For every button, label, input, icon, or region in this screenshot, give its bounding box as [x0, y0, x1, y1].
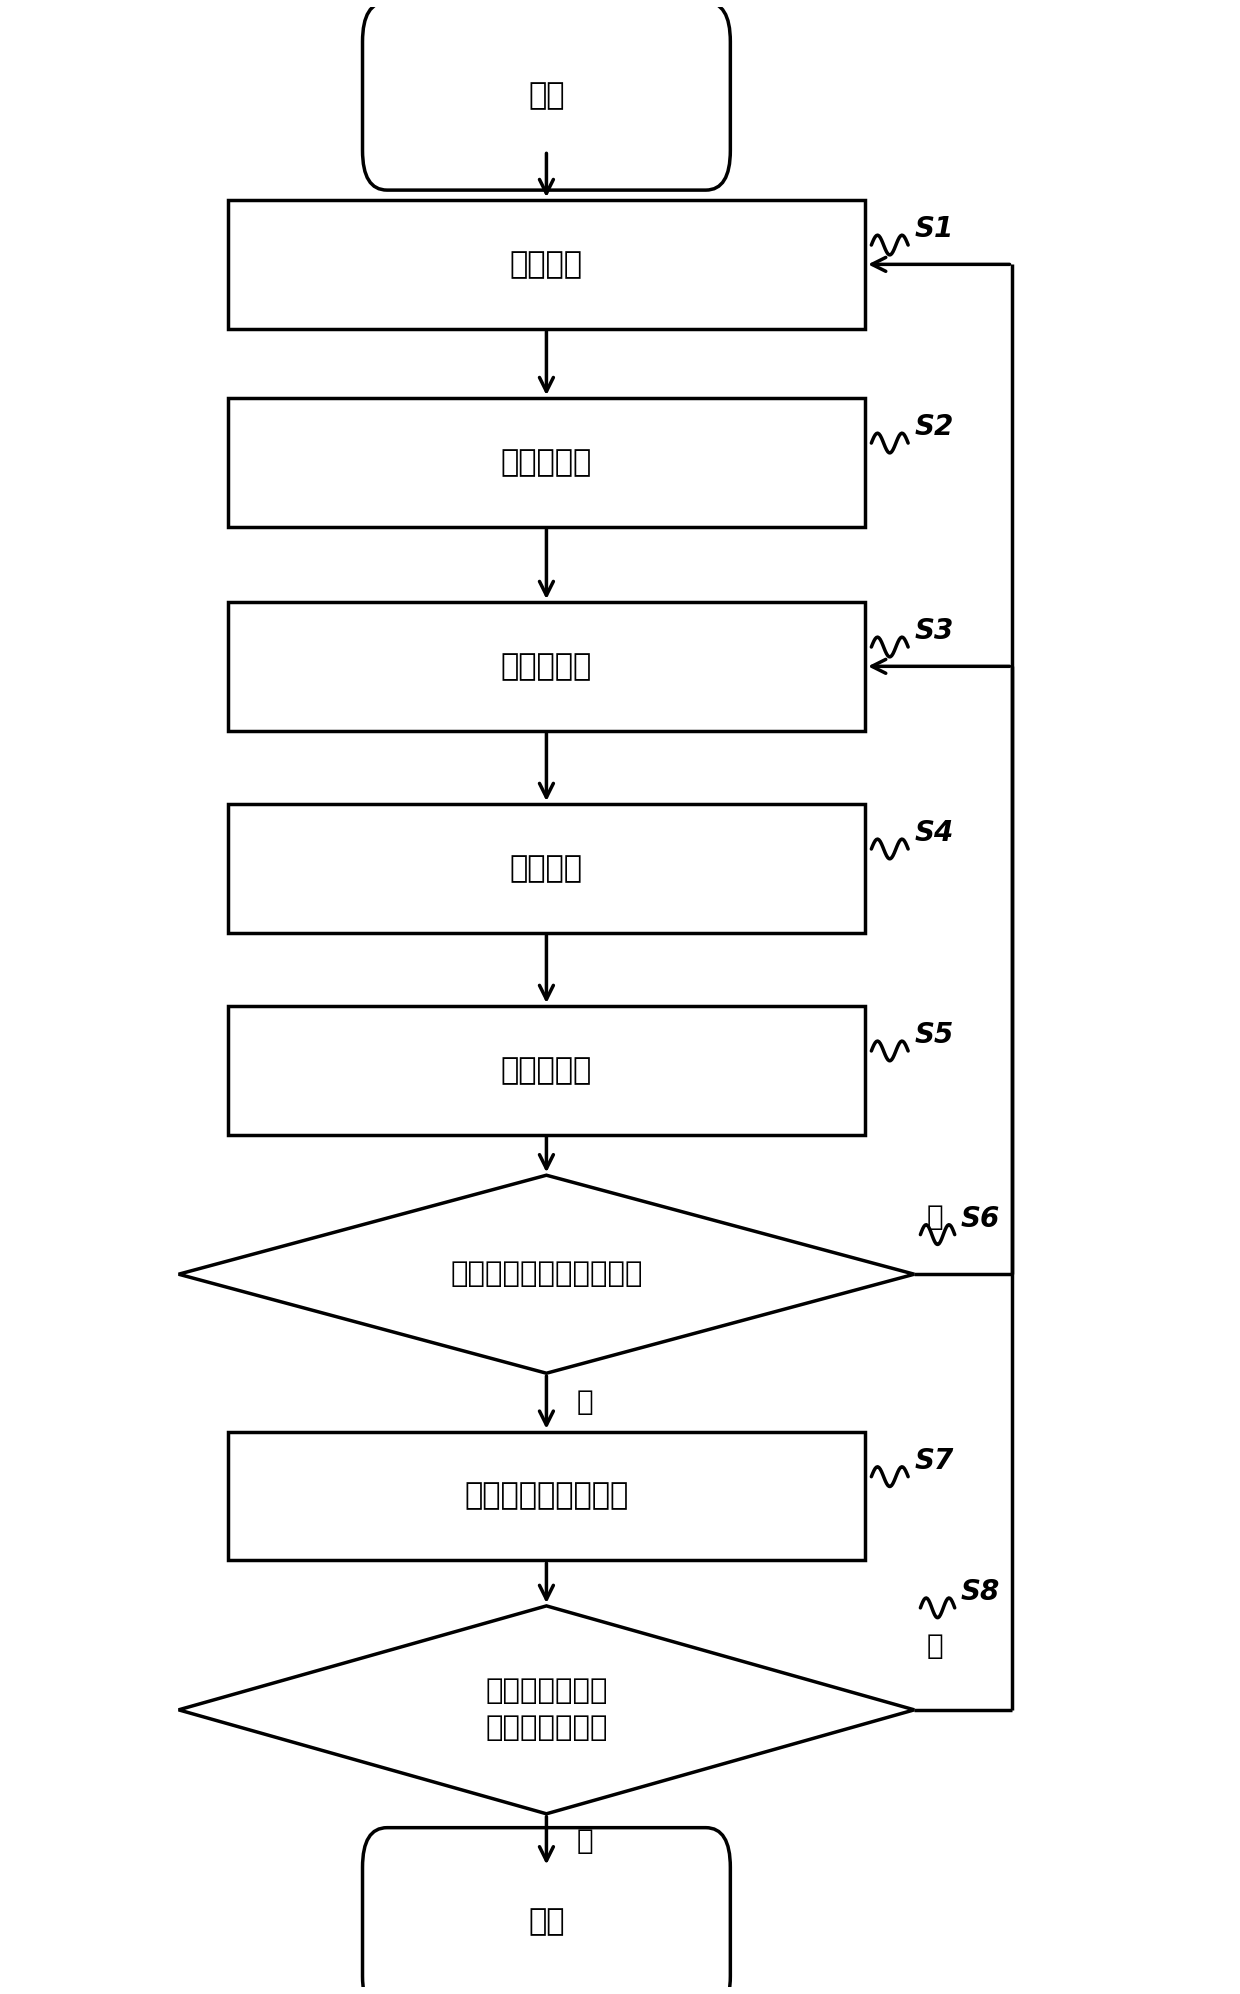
- Text: 否: 否: [577, 1827, 594, 1854]
- Text: S7: S7: [914, 1448, 954, 1476]
- Text: 测定偏心量: 测定偏心量: [501, 1055, 591, 1085]
- Text: 将透镜固定于镜筒内: 将透镜固定于镜筒内: [464, 1482, 629, 1511]
- Text: S3: S3: [914, 618, 954, 646]
- Text: 存在应该放置的
下一个透镜吗？: 存在应该放置的 下一个透镜吗？: [485, 1677, 608, 1743]
- FancyBboxPatch shape: [228, 804, 866, 933]
- Text: S4: S4: [914, 820, 954, 847]
- Text: 否: 否: [926, 1202, 944, 1230]
- Text: S2: S2: [914, 413, 954, 441]
- Text: S1: S1: [914, 215, 954, 243]
- Text: 调整偏心: 调整偏心: [510, 853, 583, 883]
- FancyBboxPatch shape: [228, 199, 866, 329]
- Text: 开始: 开始: [528, 82, 564, 110]
- Text: S6: S6: [961, 1204, 1001, 1232]
- FancyBboxPatch shape: [228, 399, 866, 526]
- Text: 是: 是: [926, 1633, 944, 1661]
- FancyBboxPatch shape: [362, 2, 730, 189]
- FancyBboxPatch shape: [228, 1432, 866, 1561]
- Text: 计算调整量: 计算调整量: [501, 652, 591, 680]
- Polygon shape: [179, 1605, 914, 1815]
- Text: S5: S5: [914, 1021, 954, 1049]
- Text: 是: 是: [577, 1388, 594, 1416]
- Text: 测定偏心量: 测定偏心量: [501, 449, 591, 477]
- Text: 偏心量为规定値以下吗？: 偏心量为规定値以下吗？: [450, 1260, 642, 1288]
- FancyBboxPatch shape: [228, 602, 866, 730]
- Polygon shape: [179, 1174, 914, 1374]
- FancyBboxPatch shape: [228, 1005, 866, 1135]
- Text: 放置透镜: 放置透镜: [510, 249, 583, 279]
- Text: S8: S8: [961, 1577, 1001, 1605]
- Text: 结束: 结束: [528, 1906, 564, 1936]
- FancyBboxPatch shape: [362, 1828, 730, 1994]
